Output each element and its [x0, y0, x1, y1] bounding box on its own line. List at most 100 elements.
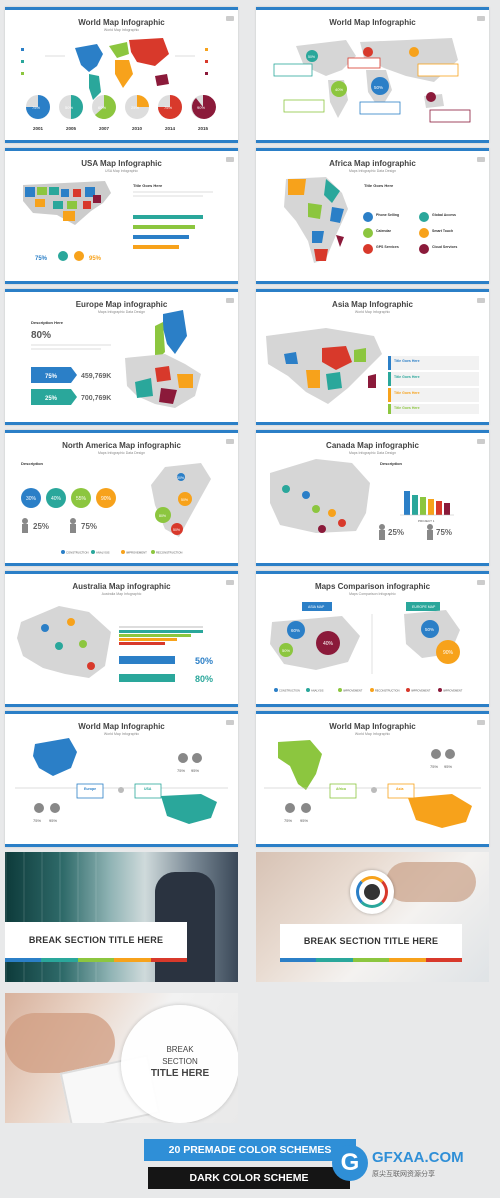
slide-subtitle: Maps Infographic Data Design — [97, 451, 146, 455]
na-circle-label: 30% — [26, 496, 37, 502]
break-title-circle — [121, 1005, 238, 1123]
pin-label: 40% — [335, 87, 343, 92]
slide-number-badge — [226, 439, 234, 444]
north-america-map-graphic: Description 30% 40% 55% 90% 25% 75% CONS… — [21, 461, 211, 555]
slide-number-badge — [477, 580, 485, 585]
na-bubble: 50% — [173, 528, 180, 532]
slide-number-badge — [477, 439, 485, 444]
pie-label: 60% — [98, 105, 106, 110]
compare-legend: IMPROVEMENT — [343, 689, 363, 693]
comparison-map-graphic: ASIA MAP EUROPE MAP 60% 40% 50% 50% 90% … — [270, 602, 463, 693]
watermark: G GFXAA.COM 原尖互联网资源分享 — [332, 1143, 494, 1187]
break-slide-office[interactable]: BREAK SECTION TITLE HERE — [5, 852, 238, 982]
feature-label: GPS Services — [376, 245, 399, 249]
region-label: Europe — [84, 787, 96, 791]
feature-label: Cloud Services — [432, 245, 457, 249]
break-title-line3: TITLE HERE — [150, 1068, 210, 1079]
slide-usa-map[interactable]: USA Map Infographic USA Map Infographic … — [5, 148, 238, 284]
color-schemes-banner: 20 PREMADE COLOR SCHEMES — [144, 1139, 356, 1161]
compare-tag: EUROPE MAP — [412, 605, 436, 609]
slide-asia-map[interactable]: Asia Map Infographic World Map Infograph… — [256, 289, 489, 425]
slide-bottom-bar — [5, 563, 238, 566]
slide-australia-map[interactable]: Australia Map infographic Australia Map … — [5, 571, 238, 707]
slide-world-map-africa-asia[interactable]: World Map Infographic World Map Infograp… — [256, 711, 489, 847]
compare-pct: 50% — [425, 627, 434, 632]
compare-legend: CONSTRUCTION — [279, 689, 300, 693]
na-bubble: 80% — [159, 514, 166, 518]
slide-title: Asia Map Infographic — [332, 300, 413, 309]
slide-title: Maps Comparison infographic — [314, 582, 431, 591]
na-circle-label: 55% — [76, 496, 87, 502]
compare-pct: 40% — [323, 641, 334, 647]
compare-pct: 90% — [443, 650, 454, 656]
feature-label: Global Access — [432, 213, 456, 217]
pie-label: 25% — [131, 105, 139, 110]
slide-canada-map[interactable]: Canada Map infographic Maps Infographic … — [256, 430, 489, 566]
window-pattern — [5, 852, 99, 982]
break-title-text: BREAK SECTION TITLE HERE — [130, 1044, 230, 1080]
year-label: 2005 — [66, 126, 77, 131]
slide-title: World Map Infographic — [78, 722, 165, 731]
slide-number-badge — [226, 580, 234, 585]
slide-subtitle: Maps Comparison Infographic — [349, 592, 396, 596]
feature-label: Smart Touch — [432, 229, 453, 233]
na-heading: Description — [21, 461, 44, 466]
pin-label: 50% — [374, 85, 383, 90]
usa-side-title: Title Goes Here — [133, 183, 163, 188]
slide-world-map-2[interactable]: World Map Infographic 50% 40% 50% — [256, 7, 489, 143]
slide-world-map-1[interactable]: World Map Infographic World Map Infograp… — [5, 7, 238, 143]
europe-row-pct: 25% — [45, 396, 58, 402]
asia-item: Title Goes Here — [394, 359, 420, 363]
region-label: Africa — [336, 787, 346, 791]
compare-tag: ASIA MAP — [308, 605, 325, 609]
feature-label: Calendar — [376, 229, 392, 233]
slide-number-badge — [226, 720, 234, 725]
slide-europe-map[interactable]: Europe Map infographic Maps Infographic … — [5, 289, 238, 425]
year-label: 2010 — [132, 126, 143, 131]
slide-title: Europe Map infographic — [75, 300, 168, 309]
na-bubble: 30% — [177, 476, 184, 480]
slide-maps-comparison[interactable]: Maps Comparison infographic Maps Compari… — [256, 571, 489, 707]
europe-usa-graphic: Europe USA 75% 95% 75% 95% — [15, 738, 228, 824]
slide-bottom-bar — [5, 844, 238, 847]
na-legend: RECONSTRUCTION — [156, 551, 182, 555]
slide-number-badge — [477, 157, 485, 162]
na-legend: ANALYSIS — [96, 551, 110, 555]
slide-subtitle: USA Map Infographic — [104, 169, 139, 173]
break-slide-keyboard[interactable]: BREAK SECTION TITLE HERE — [256, 852, 489, 982]
pct-label: 75% — [33, 818, 41, 823]
break-slide-tablet[interactable]: BREAK SECTION TITLE HERE — [5, 993, 238, 1123]
slide-bottom-bar — [256, 563, 489, 566]
na-circle-label: 90% — [101, 496, 112, 502]
canada-pct: 75% — [436, 528, 452, 537]
pct-label: 95% — [191, 768, 199, 773]
slide-subtitle: Maps Infographic Data Design — [348, 169, 397, 173]
slide-bottom-bar — [256, 704, 489, 707]
break-title-box: BREAK SECTION TITLE HERE — [5, 922, 187, 958]
na-people-pct: 25% — [33, 522, 49, 531]
na-bubble: 50% — [181, 498, 188, 502]
slide-world-map-europe-usa[interactable]: World Map Infographic World Map Infograp… — [5, 711, 238, 847]
slide-north-america-map[interactable]: North America Map infographic Maps Infog… — [5, 430, 238, 566]
pct-label: 75% — [177, 768, 185, 773]
slide-bottom-bar — [5, 281, 238, 284]
slide-number-badge — [226, 298, 234, 303]
slide-number-badge — [477, 720, 485, 725]
pct-label: 95% — [444, 764, 452, 769]
people-rows — [119, 656, 175, 682]
slide-title: World Map Infographic — [329, 722, 416, 731]
slide-title: Canada Map infographic — [326, 441, 419, 450]
slide-bottom-bar — [256, 844, 489, 847]
slide-bottom-bar — [256, 140, 489, 143]
pct-label: 75% — [430, 764, 438, 769]
na-circle-label: 40% — [51, 496, 62, 502]
year-label: 2014 — [165, 126, 176, 131]
europe-row-value: 700,769K — [81, 395, 111, 402]
watermark-subtext: 原尖互联网资源分享 — [372, 1170, 435, 1178]
africa-asia-graphic: Africa Asia 75% 95% 75% 95% — [264, 740, 481, 828]
slide-subtitle: World Map Infographic — [354, 310, 391, 314]
compare-legend: IMPROVEMENT — [443, 689, 463, 693]
compare-legend: IMPROVEMENT — [411, 689, 431, 693]
asia-item: Title Goes Here — [394, 391, 420, 395]
slide-africa-map[interactable]: Africa Map infographic Maps Infographic … — [256, 148, 489, 284]
